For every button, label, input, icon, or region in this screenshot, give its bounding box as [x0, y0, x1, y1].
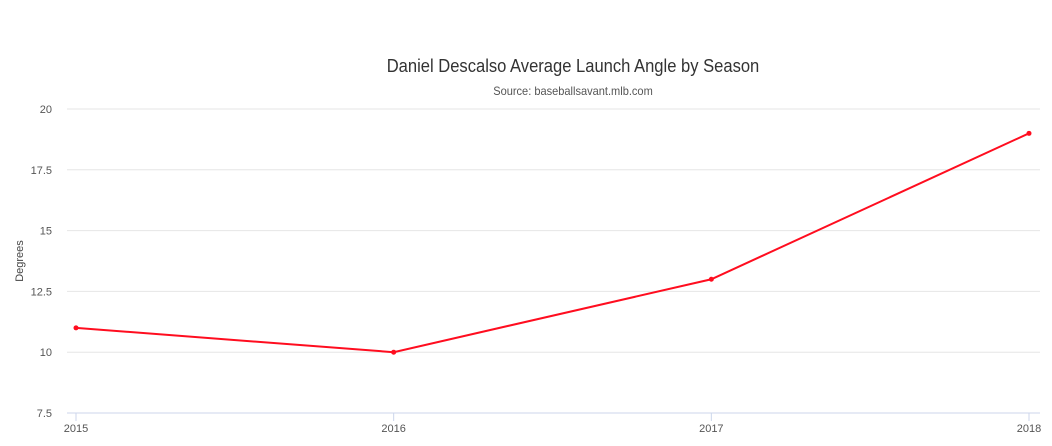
- data-point: [708, 276, 714, 282]
- y-tick-label: 20: [40, 104, 52, 116]
- chart-title: Daniel Descalso Average Launch Angle by …: [386, 56, 760, 76]
- data-point: [391, 349, 397, 355]
- y-tick-label: 7.5: [37, 408, 52, 420]
- chart-subtitle: Source: baseballsavant.mlb.com: [493, 84, 653, 98]
- data-point: [73, 325, 79, 331]
- y-tick-label: 15: [40, 226, 52, 238]
- y-tick-label: 17.5: [31, 165, 52, 177]
- y-tick-label: 10: [40, 347, 52, 359]
- x-tick-label: 2017: [699, 423, 723, 435]
- y-tick-label: 12.5: [31, 286, 52, 298]
- x-tick-label: 2016: [381, 423, 405, 435]
- x-tick-label: 2018: [1017, 423, 1041, 435]
- x-tick-label: 2015: [64, 423, 88, 435]
- series-line: [75, 132, 1030, 354]
- data-point: [1026, 130, 1032, 136]
- y-axis-label: Degrees: [14, 240, 26, 282]
